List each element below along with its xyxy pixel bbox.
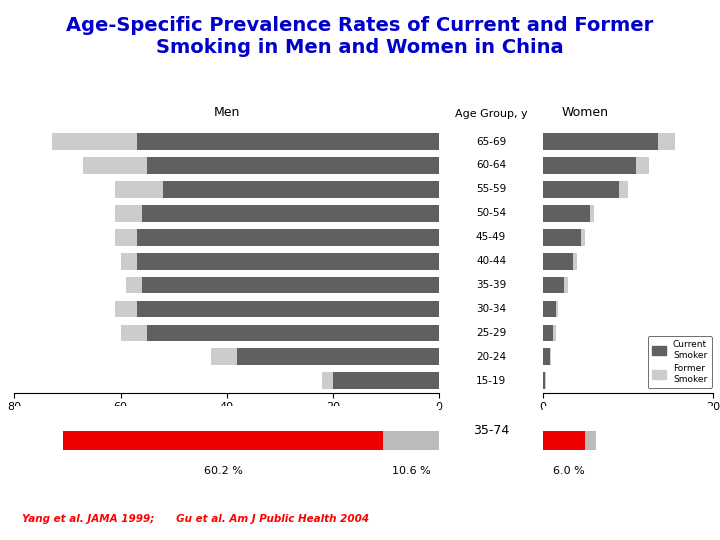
Text: 35-39: 35-39 — [476, 280, 506, 290]
Bar — [657, 133, 675, 150]
Text: Yang et al. JAMA 1999;      Gu et al. Am J Public Health 2004: Yang et al. JAMA 1999; Gu et al. Am J Pu… — [22, 514, 369, 524]
Bar — [137, 133, 439, 150]
Bar — [147, 157, 439, 174]
Bar — [590, 205, 594, 222]
Bar — [115, 205, 142, 222]
Bar — [543, 253, 572, 269]
Bar — [63, 431, 383, 450]
Bar — [383, 431, 439, 450]
Bar — [556, 301, 558, 318]
Bar — [585, 431, 595, 450]
Bar — [238, 348, 439, 365]
Text: 60.2 %: 60.2 % — [204, 465, 243, 476]
Bar — [543, 133, 657, 150]
Text: Age-Specific Prevalence Rates of Current and Former
Smoking in Men and Women in : Age-Specific Prevalence Rates of Current… — [66, 16, 654, 57]
Bar — [137, 253, 439, 269]
Text: 20-24: 20-24 — [476, 352, 506, 362]
Bar — [564, 276, 568, 293]
Bar — [543, 373, 546, 389]
Text: 10.6 %: 10.6 % — [392, 465, 431, 476]
Bar — [126, 276, 142, 293]
Bar — [543, 431, 585, 450]
Bar — [142, 205, 439, 222]
Bar — [543, 325, 553, 341]
Bar — [333, 373, 439, 389]
Bar — [543, 157, 636, 174]
Bar — [163, 181, 439, 198]
Bar — [84, 157, 147, 174]
Bar — [137, 301, 439, 318]
Text: 60-64: 60-64 — [476, 160, 506, 171]
Text: 40-44: 40-44 — [476, 256, 506, 266]
Bar — [543, 276, 564, 293]
Text: 50-54: 50-54 — [476, 208, 506, 218]
Bar — [115, 181, 163, 198]
Text: Men: Men — [214, 106, 240, 119]
Bar — [147, 325, 439, 341]
Bar — [581, 229, 585, 246]
Bar — [572, 253, 577, 269]
Bar — [115, 301, 137, 318]
Text: 55-59: 55-59 — [476, 184, 506, 194]
Text: Age Group, y: Age Group, y — [455, 109, 527, 119]
Text: Women: Women — [562, 106, 609, 119]
Bar — [211, 348, 238, 365]
Text: 6.0 %: 6.0 % — [554, 465, 585, 476]
Text: 30-34: 30-34 — [476, 304, 506, 314]
Bar — [115, 229, 137, 246]
Text: 35-74: 35-74 — [473, 424, 509, 437]
Bar — [120, 325, 147, 341]
Bar — [549, 348, 552, 365]
Text: 25-29: 25-29 — [476, 328, 506, 338]
Bar — [543, 181, 619, 198]
Bar — [543, 229, 581, 246]
Bar — [323, 373, 333, 389]
X-axis label: Prevalence of Ever-Smokers, % of Sample Population: Prevalence of Ever-Smokers, % of Sample … — [98, 418, 356, 428]
Text: 15-19: 15-19 — [476, 376, 506, 386]
Bar — [142, 276, 439, 293]
Bar — [543, 301, 556, 318]
Text: 65-69: 65-69 — [476, 137, 506, 146]
Text: 45-49: 45-49 — [476, 232, 506, 242]
Bar — [553, 325, 556, 341]
Legend: Current
Smoker, Former
Smoker: Current Smoker, Former Smoker — [648, 336, 711, 388]
Bar — [52, 133, 137, 150]
Bar — [619, 181, 628, 198]
Bar — [636, 157, 649, 174]
Bar — [120, 253, 137, 269]
Bar — [543, 348, 549, 365]
Bar — [137, 229, 439, 246]
Bar — [543, 205, 590, 222]
